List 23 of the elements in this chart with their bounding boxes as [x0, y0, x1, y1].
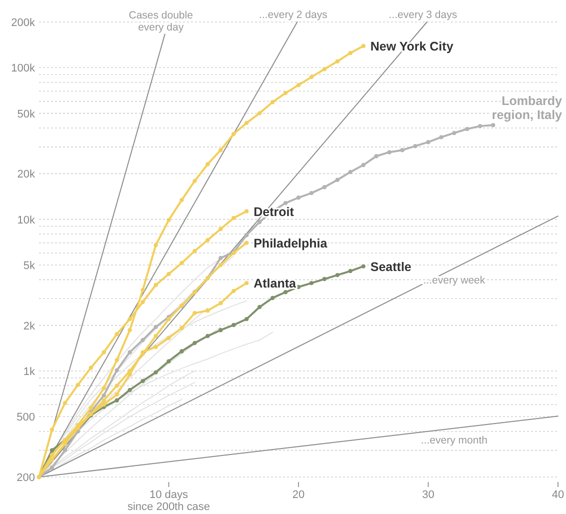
y-tick-label: 1k — [23, 366, 36, 378]
x-axis-title: since 200th case — [127, 501, 210, 513]
y-tick-label: 200 — [16, 472, 35, 484]
series-label: Philadelphia — [254, 236, 328, 250]
y-tick-label: 500 — [16, 412, 35, 424]
y-tick-label: 2k — [23, 320, 36, 332]
series-label: ...every month — [420, 434, 488, 446]
y-tick-label: 20k — [17, 168, 36, 181]
y-tick-label: 100k — [11, 62, 36, 75]
x-tick-label: 40 — [552, 489, 564, 501]
series-label: Lombardy region, Italy — [492, 94, 562, 122]
y-tick-label: 5k — [23, 260, 36, 272]
x-tick-label: 30 — [422, 489, 434, 501]
x-tick-label: 10 days — [149, 489, 189, 501]
series-label: ...every 2 days — [259, 9, 328, 21]
series-label: Atlanta — [254, 276, 298, 291]
series-label: ...every 3 days — [388, 9, 458, 21]
y-tick-label: 10k — [17, 214, 36, 226]
x-tick-label: 20 — [292, 489, 305, 501]
y-tick-label: 200k — [11, 17, 36, 29]
series-label: Cases double every day — [128, 9, 194, 34]
y-tick-label: 50k — [17, 108, 36, 120]
series-label: Seattle — [370, 260, 412, 274]
